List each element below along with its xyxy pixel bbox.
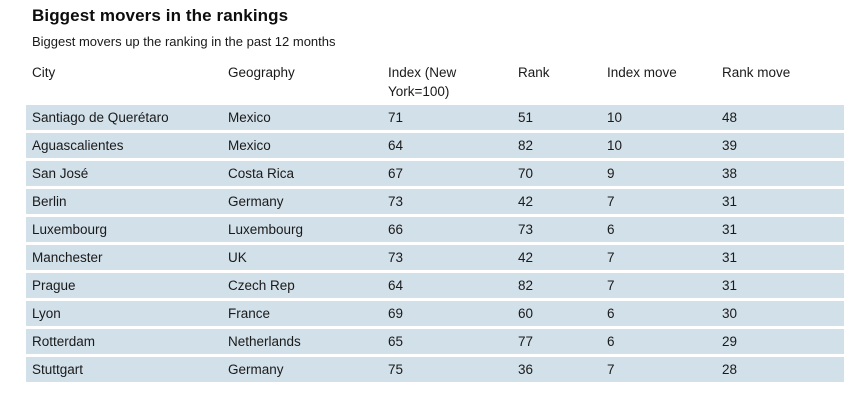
- table-cell: 6: [607, 334, 615, 349]
- table-row: San José Costa Rica 67 70 9 38: [26, 159, 844, 188]
- table-row: Luxembourg Luxembourg 66 73 6 31: [26, 215, 844, 244]
- table-row: Manchester UK 73 42 7 31: [26, 243, 844, 272]
- table-cell: 64: [388, 278, 404, 293]
- table-cell: Luxembourg: [32, 222, 108, 237]
- column-header: Rank move: [722, 65, 791, 80]
- table-cell: 73: [388, 194, 404, 209]
- table-cell: 77: [518, 334, 534, 349]
- table-row: Stuttgart Germany 75 36 7 28: [26, 355, 844, 384]
- table-card: Biggest movers in the rankings Biggest m…: [26, 6, 844, 385]
- table-cell: 65: [388, 334, 404, 349]
- table-header-row: City Geography Index (New York=100) Rank Ind…: [26, 63, 844, 105]
- table-cell: Lyon: [32, 306, 61, 321]
- table-cell: 31: [722, 222, 738, 237]
- table-cell: 10: [607, 138, 623, 153]
- table-cell: Czech Rep: [228, 278, 295, 293]
- table-cell: 7: [607, 250, 615, 265]
- table-cell: 82: [518, 138, 534, 153]
- table-cell: 30: [722, 306, 738, 321]
- table-cell: 31: [722, 250, 738, 265]
- table-row: Rotterdam Netherlands 65 77 6 29: [26, 327, 844, 356]
- table-cell: 42: [518, 250, 534, 265]
- table-cell: 67: [388, 166, 404, 181]
- table-cell: 31: [722, 278, 738, 293]
- page-subtitle: Biggest movers up the ranking in the pas…: [32, 34, 336, 49]
- column-header: Rank: [518, 65, 550, 80]
- table-cell: Germany: [228, 362, 284, 377]
- table-cell: 39: [722, 138, 738, 153]
- table-cell: 70: [518, 166, 534, 181]
- table-cell: Berlin: [32, 194, 67, 209]
- table-cell: Rotterdam: [32, 334, 96, 349]
- table-cell: UK: [228, 250, 247, 265]
- table-cell: Luxembourg: [228, 222, 304, 237]
- table-cell: Prague: [32, 278, 76, 293]
- table-cell: Stuttgart: [32, 362, 84, 377]
- table-cell: Costa Rica: [228, 166, 295, 181]
- table-cell: 82: [518, 278, 534, 293]
- table-row: Prague Czech Rep 64 82 7 31: [26, 271, 844, 300]
- page-title: Biggest movers in the rankings: [32, 6, 289, 25]
- table-cell: 6: [607, 306, 615, 321]
- table-cell: San José: [32, 166, 89, 181]
- table-cell: 75: [388, 362, 404, 377]
- table-cell: 9: [607, 166, 615, 181]
- column-header: Geography: [228, 65, 295, 80]
- table-cell: 29: [722, 334, 738, 349]
- table-cell: 36: [518, 362, 534, 377]
- table-cell: 7: [607, 194, 615, 209]
- column-header: Index (New York=100): [388, 65, 457, 99]
- table-cell: 69: [388, 306, 404, 321]
- table-cell: Netherlands: [228, 334, 301, 349]
- table-cell: 10: [607, 110, 623, 125]
- table-cell: France: [228, 306, 271, 321]
- table-cell: 73: [388, 250, 404, 265]
- table-cell: Mexico: [228, 110, 271, 125]
- table-cell: 51: [518, 110, 534, 125]
- table-cell: 42: [518, 194, 534, 209]
- table-cell: Manchester: [32, 250, 103, 265]
- table-body: Santiago de Querétaro Mexico 71 51 10 48 Aguas…: [26, 105, 844, 384]
- table-cell: 66: [388, 222, 404, 237]
- table-cell: 60: [518, 306, 534, 321]
- table-row: Santiago de Querétaro Mexico 71 51 10 48: [26, 105, 844, 132]
- column-header: Index move: [607, 65, 677, 80]
- table-row: Berlin Germany 73 42 7 31: [26, 187, 844, 216]
- table-cell: 38: [722, 166, 738, 181]
- movers-table: City Geography Index (New York=100) Rank Ind…: [26, 63, 844, 385]
- table-cell: 31: [722, 194, 738, 209]
- table-cell: 28: [722, 362, 738, 377]
- table-cell: 64: [388, 138, 404, 153]
- table-cell: 6: [607, 222, 615, 237]
- table-cell: Germany: [228, 194, 284, 209]
- table-cell: 7: [607, 362, 615, 377]
- table-row: Aguascalientes Mexico 64 82 10 39: [26, 131, 844, 160]
- table-cell: 73: [518, 222, 534, 237]
- table-cell: Santiago de Querétaro: [32, 110, 169, 125]
- table-cell: Mexico: [228, 138, 271, 153]
- table-cell: 7: [607, 278, 615, 293]
- table-cell: 48: [722, 110, 738, 125]
- table-cell: 71: [388, 110, 404, 125]
- table-cell: Aguascalientes: [32, 138, 124, 153]
- column-header: City: [32, 65, 56, 80]
- table-row: Lyon France 69 60 6 30: [26, 299, 844, 328]
